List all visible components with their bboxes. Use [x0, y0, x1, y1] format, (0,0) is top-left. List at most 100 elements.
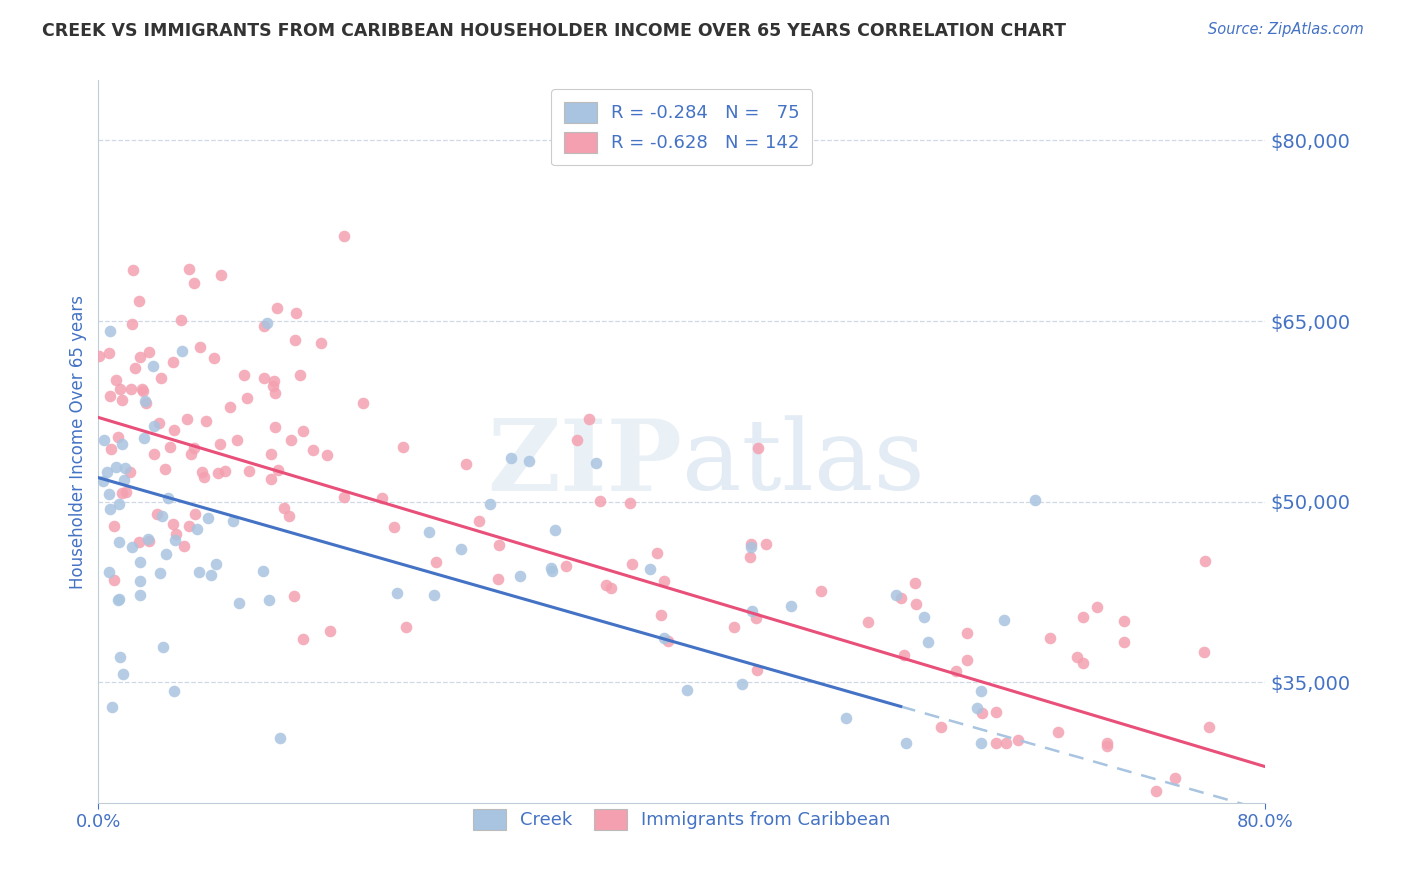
- Point: [156, 491, 179, 505]
- Point: [619, 496, 641, 510]
- Point: [176, 412, 198, 426]
- Point: [1164, 772, 1187, 786]
- Point: [488, 538, 510, 552]
- Point: [262, 379, 284, 393]
- Point: [478, 497, 501, 511]
- Point: [170, 313, 193, 327]
- Point: [468, 514, 491, 528]
- Point: [257, 592, 280, 607]
- Point: [96, 465, 118, 479]
- Point: [100, 442, 122, 456]
- Point: [187, 566, 209, 580]
- Point: [128, 535, 150, 549]
- Point: [1007, 732, 1029, 747]
- Point: [890, 591, 912, 605]
- Point: [103, 573, 125, 587]
- Point: [984, 736, 1007, 750]
- Point: [208, 436, 231, 450]
- Point: [107, 497, 129, 511]
- Point: [595, 578, 617, 592]
- Point: [132, 432, 155, 446]
- Point: [184, 507, 207, 521]
- Point: [288, 368, 311, 382]
- Text: atlas: atlas: [682, 416, 925, 511]
- Point: [188, 340, 211, 354]
- Point: [111, 485, 134, 500]
- Point: [159, 441, 181, 455]
- Point: [986, 705, 1008, 719]
- Point: [129, 350, 152, 364]
- Point: [896, 735, 918, 749]
- Point: [1194, 554, 1216, 568]
- Point: [87, 349, 110, 363]
- Point: [454, 457, 477, 471]
- Point: [111, 667, 134, 681]
- Point: [114, 460, 136, 475]
- Point: [138, 345, 160, 359]
- Point: [291, 424, 314, 438]
- Point: [302, 442, 325, 457]
- Point: [387, 586, 409, 600]
- Point: [1112, 614, 1135, 628]
- Point: [1144, 784, 1167, 798]
- Point: [284, 333, 307, 347]
- Point: [256, 316, 278, 330]
- Point: [319, 624, 342, 638]
- Point: [128, 574, 150, 589]
- Point: [418, 525, 440, 540]
- Point: [209, 268, 232, 283]
- Point: [450, 541, 472, 556]
- Point: [107, 534, 129, 549]
- Point: [165, 527, 187, 541]
- Point: [236, 391, 259, 405]
- Point: [273, 501, 295, 516]
- Point: [177, 519, 200, 533]
- Point: [578, 412, 600, 426]
- Point: [252, 319, 274, 334]
- Point: [219, 400, 242, 414]
- Point: [163, 683, 186, 698]
- Point: [173, 539, 195, 553]
- Point: [652, 631, 675, 645]
- Point: [101, 699, 124, 714]
- Point: [121, 540, 143, 554]
- Text: ZIP: ZIP: [486, 415, 682, 512]
- Point: [285, 306, 308, 320]
- Point: [263, 374, 285, 388]
- Point: [264, 420, 287, 434]
- Point: [723, 620, 745, 634]
- Point: [115, 484, 138, 499]
- Point: [884, 588, 907, 602]
- Point: [1095, 736, 1118, 750]
- Point: [650, 607, 672, 622]
- Point: [1066, 650, 1088, 665]
- Point: [730, 677, 752, 691]
- Point: [122, 262, 145, 277]
- Point: [149, 566, 172, 580]
- Point: [143, 418, 166, 433]
- Point: [352, 396, 374, 410]
- Point: [152, 640, 174, 655]
- Point: [970, 735, 993, 749]
- Legend: Creek, Immigrants from Caribbean: Creek, Immigrants from Caribbean: [463, 798, 901, 841]
- Point: [966, 700, 988, 714]
- Point: [1192, 645, 1215, 659]
- Point: [103, 519, 125, 533]
- Point: [129, 556, 152, 570]
- Point: [105, 460, 128, 475]
- Point: [1085, 600, 1108, 615]
- Point: [98, 487, 121, 501]
- Point: [120, 466, 142, 480]
- Point: [134, 393, 156, 408]
- Point: [93, 434, 115, 448]
- Point: [741, 604, 763, 618]
- Point: [131, 382, 153, 396]
- Point: [780, 599, 803, 613]
- Point: [132, 384, 155, 398]
- Point: [283, 589, 305, 603]
- Point: [621, 558, 644, 572]
- Point: [155, 547, 177, 561]
- Point: [114, 473, 136, 487]
- Point: [142, 447, 165, 461]
- Point: [541, 564, 564, 578]
